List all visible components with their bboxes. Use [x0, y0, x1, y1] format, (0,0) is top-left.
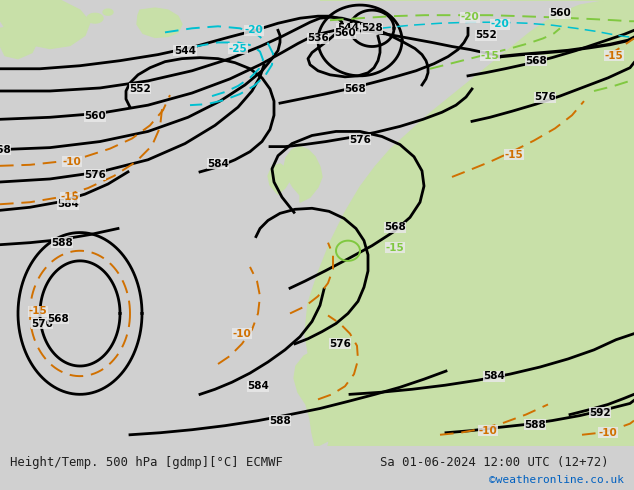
Text: 544: 544: [337, 24, 359, 33]
Text: Height/Temp. 500 hPa [gdmp][°C] ECMWF: Height/Temp. 500 hPa [gdmp][°C] ECMWF: [10, 456, 282, 469]
Text: 552: 552: [129, 84, 151, 94]
Text: 568: 568: [384, 222, 406, 232]
Text: 576: 576: [534, 92, 556, 102]
Text: -15: -15: [385, 243, 404, 253]
Polygon shape: [294, 348, 372, 446]
Polygon shape: [268, 164, 290, 194]
Text: -15: -15: [605, 50, 623, 61]
Text: 576: 576: [84, 170, 106, 180]
Text: 588: 588: [524, 419, 546, 430]
Polygon shape: [103, 9, 113, 15]
Text: 576: 576: [349, 135, 371, 145]
Polygon shape: [87, 13, 103, 23]
Polygon shape: [284, 147, 322, 202]
Text: -15: -15: [505, 150, 524, 160]
Text: 536: 536: [307, 33, 329, 44]
Polygon shape: [328, 407, 634, 446]
Polygon shape: [0, 25, 38, 59]
Polygon shape: [137, 8, 182, 37]
Text: 568: 568: [344, 84, 366, 94]
Text: 588: 588: [269, 416, 291, 426]
Text: 528: 528: [361, 24, 383, 33]
Text: 560: 560: [84, 111, 106, 122]
Text: -10: -10: [479, 426, 498, 436]
Text: 576: 576: [329, 339, 351, 349]
Text: -15: -15: [481, 50, 500, 61]
Text: 588: 588: [51, 238, 73, 247]
Text: -20: -20: [245, 25, 263, 35]
Text: -25: -25: [229, 44, 247, 53]
Text: -20: -20: [491, 19, 509, 29]
Text: 584: 584: [483, 371, 505, 381]
Polygon shape: [0, 0, 90, 49]
Text: Sa 01-06-2024 12:00 UTC (12+72): Sa 01-06-2024 12:00 UTC (12+72): [380, 456, 609, 469]
Text: 552: 552: [475, 30, 497, 40]
Text: -10: -10: [598, 428, 618, 438]
Polygon shape: [305, 0, 634, 446]
Text: -20: -20: [461, 12, 479, 22]
Text: 560: 560: [549, 8, 571, 18]
Text: ©weatheronline.co.uk: ©weatheronline.co.uk: [489, 475, 624, 485]
Polygon shape: [71, 23, 79, 28]
Text: 584: 584: [57, 199, 79, 209]
Text: 544: 544: [174, 46, 196, 55]
Text: 568: 568: [47, 314, 69, 323]
Text: -10: -10: [233, 329, 251, 339]
Text: 568: 568: [525, 56, 547, 66]
Text: 560: 560: [334, 28, 356, 38]
Text: -15: -15: [61, 192, 79, 202]
Text: -10: -10: [63, 157, 81, 167]
Text: 576: 576: [31, 318, 53, 329]
Text: -15: -15: [29, 306, 48, 317]
Text: 584: 584: [247, 381, 269, 391]
Text: 592: 592: [589, 408, 611, 417]
Text: 584: 584: [207, 159, 229, 169]
Text: 568: 568: [0, 145, 11, 155]
